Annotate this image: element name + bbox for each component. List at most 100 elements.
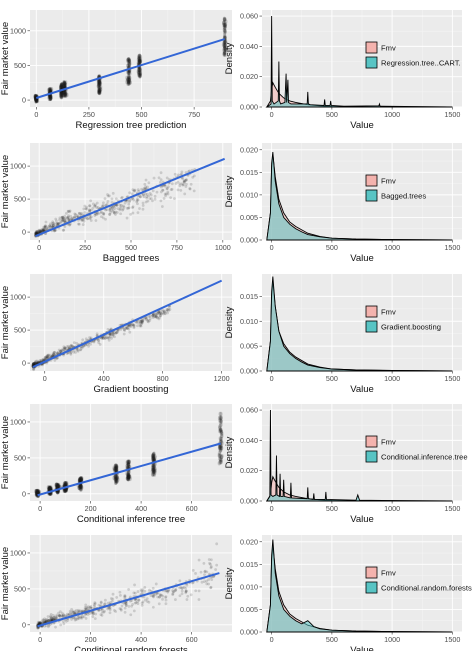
data-point — [66, 344, 70, 348]
data-point — [121, 204, 125, 208]
data-point — [127, 70, 131, 75]
data-point — [222, 43, 227, 49]
data-point — [165, 176, 169, 180]
data-point — [33, 94, 37, 100]
data-point — [97, 79, 101, 84]
data-point — [139, 58, 143, 63]
data-point — [61, 216, 65, 220]
data-point — [52, 352, 56, 356]
data-point — [51, 224, 55, 228]
x-tick-label: 500 — [136, 110, 148, 119]
data-point — [98, 81, 103, 86]
data-point — [60, 92, 64, 97]
data-point — [62, 93, 67, 98]
data-point — [61, 216, 65, 220]
data-point — [47, 355, 51, 359]
data-point — [156, 311, 160, 315]
data-point — [63, 346, 67, 350]
data-point — [110, 205, 114, 209]
data-point — [137, 58, 142, 63]
data-point — [108, 608, 112, 612]
data-point — [48, 87, 53, 93]
data-point — [159, 178, 163, 182]
data-point — [140, 320, 144, 323]
data-point — [36, 360, 40, 364]
data-point — [40, 229, 44, 233]
data-point — [128, 323, 132, 327]
data-point — [184, 589, 188, 593]
y-tick-label: 0.000 — [240, 367, 258, 376]
data-point — [67, 218, 71, 222]
y-tick-label: 0.000 — [240, 628, 258, 637]
data-point — [59, 84, 64, 90]
data-point — [137, 189, 141, 193]
data-point — [76, 348, 80, 352]
data-point — [67, 223, 71, 226]
data-point — [97, 88, 101, 94]
data-point — [127, 74, 131, 79]
data-point — [114, 213, 117, 216]
data-point — [166, 185, 170, 189]
data-point — [131, 188, 135, 192]
data-point — [58, 85, 63, 91]
data-point — [159, 199, 163, 203]
data-point — [162, 310, 166, 314]
data-point — [142, 193, 145, 196]
data-point — [48, 96, 53, 101]
data-point — [115, 211, 119, 214]
data-point — [80, 218, 84, 222]
data-point — [126, 76, 131, 81]
data-point — [149, 193, 153, 197]
data-point — [109, 210, 113, 214]
data-point — [222, 22, 226, 28]
data-point — [161, 597, 164, 601]
data-point — [60, 83, 64, 88]
legend-label: Conditional.inference.tree — [381, 453, 468, 462]
data-point — [116, 329, 120, 333]
data-point — [126, 326, 129, 330]
data-point — [219, 411, 223, 417]
data-point — [135, 197, 139, 201]
data-point — [100, 608, 104, 612]
data-point — [32, 362, 36, 366]
data-point — [127, 58, 132, 63]
data-point — [43, 225, 47, 229]
x-tick-label: 0 — [270, 374, 274, 383]
data-point — [178, 594, 182, 598]
data-point — [170, 187, 174, 191]
data-point — [148, 197, 152, 201]
y-axis-title: Fair market value — [0, 286, 11, 359]
data-point — [42, 225, 46, 229]
legend-key-model — [365, 56, 378, 69]
data-point — [49, 88, 54, 93]
data-point — [209, 566, 213, 570]
data-point — [127, 77, 131, 82]
data-point — [62, 89, 66, 95]
data-point — [83, 216, 87, 220]
data-point — [127, 74, 131, 80]
data-point — [45, 361, 49, 365]
data-point — [144, 316, 148, 320]
data-point — [115, 596, 119, 599]
data-point — [104, 335, 108, 339]
data-point — [60, 91, 64, 96]
data-point — [127, 327, 131, 331]
legend-label: Regression.tree..CART. — [381, 59, 461, 68]
data-point — [138, 59, 142, 64]
data-point — [59, 91, 63, 96]
data-point — [104, 208, 108, 212]
data-point — [66, 216, 69, 220]
data-point — [222, 52, 226, 57]
data-point — [55, 222, 59, 225]
y-tick-label: 1000 — [10, 548, 26, 557]
data-point — [218, 460, 222, 465]
data-point — [170, 182, 174, 186]
data-point — [35, 231, 39, 235]
data-point — [223, 40, 227, 45]
data-point — [93, 214, 97, 217]
data-point — [138, 57, 142, 63]
data-point — [182, 183, 185, 187]
data-point — [62, 83, 67, 89]
data-point — [59, 90, 63, 96]
data-point — [33, 97, 38, 102]
